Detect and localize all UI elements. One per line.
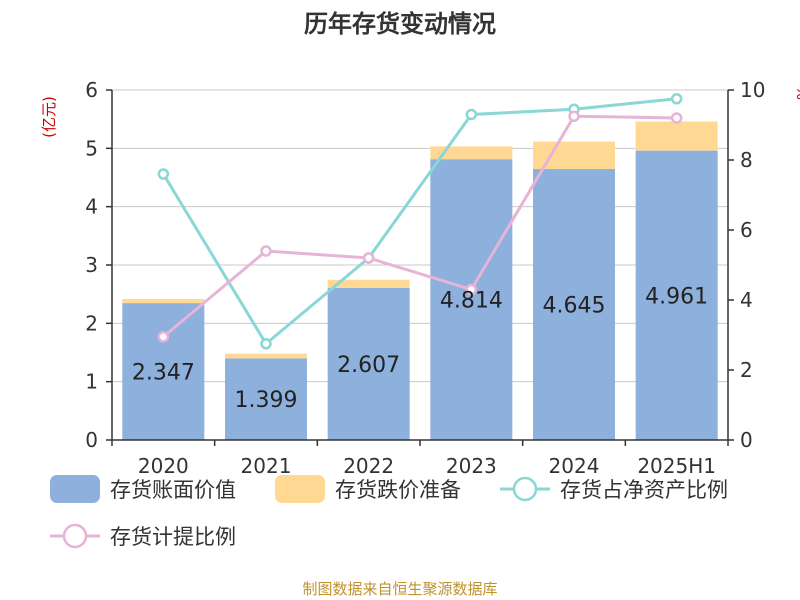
x-tick-label: 2025H1 bbox=[637, 454, 716, 478]
legend-item-provision-ratio[interactable]: 存货计提比例 bbox=[50, 523, 236, 549]
bar-value-labels: 2.347 1.399 2.607 4.814 4.645 4.961 bbox=[132, 284, 708, 413]
legend-item-impairment[interactable]: 存货跌价准备 bbox=[275, 475, 461, 503]
legend-item-net-asset-ratio[interactable]: 存货占净资产比例 bbox=[500, 476, 728, 502]
line-series bbox=[157, 93, 683, 350]
point-net-asset-ratio bbox=[260, 338, 272, 350]
point-provision-ratio bbox=[465, 283, 478, 296]
x-tick-label: 2020 bbox=[138, 454, 189, 478]
left-tick-label: 1 bbox=[85, 370, 98, 394]
legend-item-book-value[interactable]: 存货账面价值 bbox=[50, 475, 236, 503]
bar-impairment bbox=[122, 299, 205, 304]
bar-value-label: 4.961 bbox=[645, 284, 708, 309]
right-tick-label: 10 bbox=[740, 78, 765, 102]
point-provision-ratio bbox=[157, 331, 170, 343]
legend-marker-provision-ratio bbox=[62, 523, 88, 549]
bar-impairment bbox=[327, 279, 410, 288]
legend-label-book-value: 存货账面价值 bbox=[110, 478, 236, 502]
left-tick-label: 0 bbox=[85, 428, 98, 452]
x-tick-label: 2024 bbox=[549, 454, 600, 478]
point-provision-ratio bbox=[260, 245, 272, 257]
legend-label-impairment: 存货跌价准备 bbox=[335, 478, 461, 502]
point-provision-ratio bbox=[670, 112, 683, 124]
left-tick-label: 6 bbox=[85, 78, 98, 102]
bar-value-label: 1.399 bbox=[235, 388, 298, 413]
left-tick-label: 4 bbox=[85, 195, 98, 219]
right-tick-label: 4 bbox=[740, 288, 753, 312]
bar-impairment bbox=[635, 121, 718, 151]
right-tick-label: 2 bbox=[740, 358, 753, 382]
bar-value-label: 4.814 bbox=[440, 289, 503, 314]
point-provision-ratio bbox=[568, 110, 580, 122]
right-axis-unit: % bbox=[793, 86, 800, 100]
line-provision-ratio bbox=[162, 114, 677, 338]
bar-series bbox=[122, 121, 718, 440]
bar-book-value bbox=[635, 150, 718, 440]
bar-impairment bbox=[225, 353, 307, 359]
bar-book-value bbox=[225, 358, 307, 440]
bar-value-label: 4.645 bbox=[543, 294, 606, 319]
data-source-note: 制图数据来自恒生聚源数据库 bbox=[302, 580, 497, 598]
bar-value-label: 2.607 bbox=[337, 353, 400, 378]
tick-labels: 0 1 2 3 4 5 6 0 2 4 6 8 10 2020 2021 2022 2023 2024 2025H1 bbox=[85, 78, 765, 478]
bar-impairment bbox=[430, 146, 513, 160]
left-tick-label: 5 bbox=[85, 136, 98, 160]
legend-marker-net-asset-ratio bbox=[512, 476, 538, 502]
legend-swatch-impairment bbox=[275, 475, 325, 503]
right-tick-label: 0 bbox=[740, 428, 753, 452]
point-net-asset-ratio bbox=[157, 168, 170, 180]
bar-book-value bbox=[122, 303, 205, 440]
left-tick-label: 3 bbox=[85, 253, 98, 277]
left-axis-unit: (亿元) bbox=[40, 96, 58, 138]
right-tick-label: 8 bbox=[740, 148, 753, 172]
x-tick-label: 2021 bbox=[241, 454, 292, 478]
axes bbox=[106, 89, 734, 446]
point-net-asset-ratio bbox=[670, 93, 683, 105]
legend-label-provision-ratio: 存货计提比例 bbox=[110, 525, 236, 549]
gridlines bbox=[112, 89, 728, 441]
chart-title: 历年存货变动情况 bbox=[304, 10, 496, 38]
bar-book-value bbox=[430, 159, 513, 440]
x-tick-label: 2022 bbox=[343, 454, 394, 478]
point-net-asset-ratio bbox=[465, 108, 478, 121]
bar-value-label: 2.347 bbox=[132, 361, 195, 386]
line-net-asset-ratio bbox=[162, 97, 677, 347]
x-tick-label: 2023 bbox=[446, 454, 497, 478]
legend: 存货账面价值 存货跌价准备 存货占净资产比例 存货计提比例 bbox=[50, 475, 728, 549]
left-tick-label: 2 bbox=[85, 311, 98, 335]
bar-book-value bbox=[327, 287, 410, 440]
legend-label-net-asset-ratio: 存货占净资产比例 bbox=[560, 478, 728, 502]
legend-swatch-book-value bbox=[50, 475, 100, 503]
right-tick-label: 6 bbox=[740, 218, 753, 242]
point-provision-ratio bbox=[362, 252, 375, 264]
bar-book-value bbox=[533, 169, 615, 440]
